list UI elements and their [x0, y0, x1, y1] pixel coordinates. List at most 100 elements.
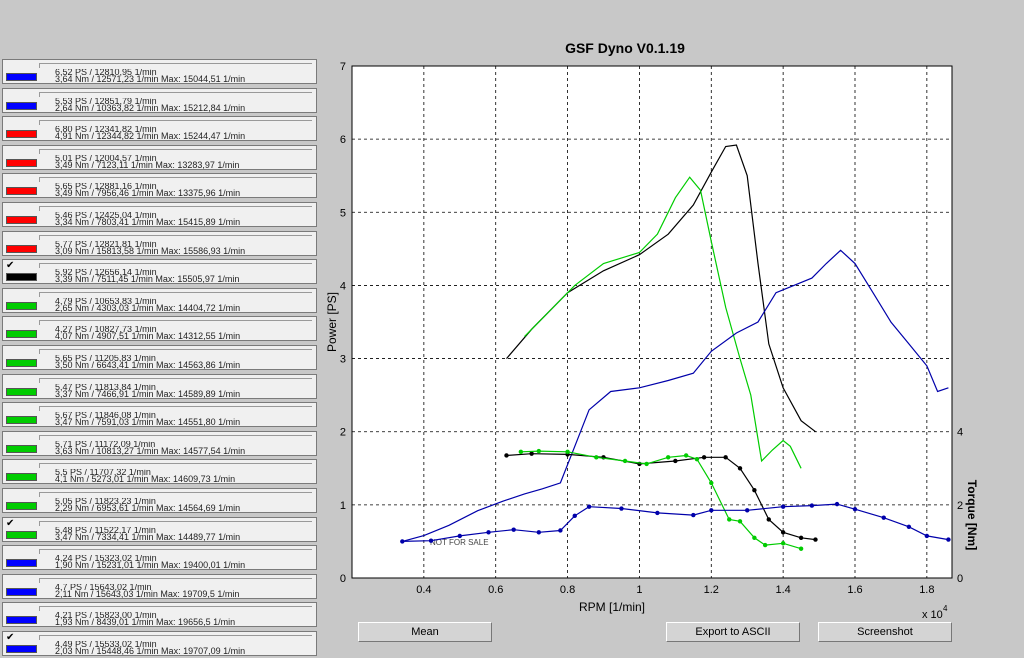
y-tick-label: 3: [340, 354, 346, 366]
run-row[interactable]: 5,67 PS / 11846,08 1/min 3,47 Nm / 7591,0…: [2, 402, 317, 428]
run-color-swatch: [6, 130, 37, 139]
run-summary-text: 5,46 PS / 12425,04 1/min 3,34 Nm / 7803,4…: [55, 212, 313, 227]
torque-data-point: [762, 542, 768, 548]
torque-data-point: [946, 537, 951, 542]
run-row[interactable]: 5,65 PS / 12881,16 1/min 3,49 Nm / 7956,4…: [2, 173, 317, 199]
run-row[interactable]: 4,7 PS / 15643,02 1/min 2,11 Nm / 15643,0…: [2, 573, 317, 599]
run-checkbox[interactable]: [6, 577, 14, 585]
run-power-line: 5,77 PS / 12821,81 1/min: [55, 240, 157, 249]
run-checkbox[interactable]: [6, 348, 14, 356]
run-checkbox[interactable]: [6, 291, 14, 299]
run-torque-line: 3,47 Nm / 7334,41 1/min Max: 14489,77 1/…: [55, 531, 241, 542]
x-tick-label: 1: [636, 584, 642, 596]
export-ascii-button[interactable]: Export to ASCII: [666, 622, 800, 642]
torque-data-point: [619, 506, 624, 511]
run-summary-text: 5,77 PS / 12821,81 1/min 3,09 Nm / 15813,…: [55, 240, 313, 255]
torque-data-point: [594, 455, 599, 460]
run-checkbox[interactable]: ✔: [6, 517, 15, 529]
run-row[interactable]: 4,24 PS / 15323,02 1/min 1,90 Nm / 15231,…: [2, 545, 317, 571]
run-torque-line: 2,29 Nm / 6953,61 1/min Max: 14564,69 1/…: [55, 503, 241, 513]
run-label-field: [39, 320, 312, 326]
run-checkbox[interactable]: [6, 319, 14, 327]
y-right-tick-label: 2: [957, 500, 963, 512]
run-row[interactable]: 6,52 PS / 12810,95 1/min 3,64 Nm / 12571,…: [2, 59, 317, 84]
run-checkbox[interactable]: [6, 148, 14, 156]
run-checkbox[interactable]: [6, 434, 14, 442]
torque-data-point: [486, 530, 491, 535]
run-checkbox[interactable]: [6, 491, 14, 499]
power-series-line: [402, 249, 949, 542]
run-checkbox[interactable]: ✔: [6, 260, 15, 272]
run-checkbox[interactable]: [6, 91, 14, 99]
run-checkbox[interactable]: ✔: [6, 632, 15, 643]
run-checkbox[interactable]: [6, 548, 14, 556]
run-power-line: 4,79 PS / 10653,83 1/min: [55, 297, 157, 306]
run-row[interactable]: 4,21 PS / 15823,00 1/min 1,93 Nm / 8439,0…: [2, 602, 317, 628]
run-row[interactable]: 5,77 PS / 12821,81 1/min 3,09 Nm / 15813,…: [2, 230, 317, 256]
run-row[interactable]: ✔ 5,48 PS / 11522,17 1/min 3,47 Nm / 7334,…: [2, 516, 317, 542]
run-summary-text: 4,49 PS / 15533,02 1/min 2,03 Nm / 15448,…: [55, 641, 313, 655]
x-tick-label: 0.4: [416, 584, 431, 596]
plot-area: [351, 65, 953, 579]
run-color-swatch: [6, 216, 37, 224]
y-tick-label: 0: [340, 573, 346, 585]
run-row[interactable]: 5,5 PS / 11707,32 1/min 4,1 Nm / 5273,01 …: [2, 459, 317, 485]
torque-data-point: [813, 537, 818, 542]
x-tick-label: 1.4: [775, 584, 790, 596]
run-torque-line: 1,93 Nm / 8439,01 1/min Max: 19656,5 1/m…: [55, 617, 236, 628]
run-checkbox[interactable]: [6, 119, 14, 127]
run-torque-line: 3,34 Nm / 7803,41 1/min Max: 15415,89 1/…: [55, 217, 241, 227]
run-row[interactable]: 5,65 PS / 11205,83 1/min 3,50 Nm / 6643,4…: [2, 345, 317, 370]
run-checkbox[interactable]: [6, 234, 14, 242]
torque-series-line: [520, 450, 802, 550]
run-row[interactable]: 5,01 PS / 12004,57 1/min 3,49 Nm / 7123,1…: [2, 144, 317, 170]
run-row[interactable]: 4,79 PS / 10653,83 1/min 2,65 Nm / 4303,0…: [2, 287, 317, 313]
x-tick-label: 0.8: [560, 584, 575, 596]
run-torque-line: 2,11 Nm / 15643,03 1/min Max: 19709,5 1/…: [55, 588, 240, 599]
run-row[interactable]: 5,71 PS / 11172,09 1/min 3,63 Nm / 10813,…: [2, 430, 317, 456]
run-row[interactable]: 5,46 PS / 12425,04 1/min 3,34 Nm / 7803,4…: [2, 202, 317, 227]
run-checkbox[interactable]: [6, 462, 14, 470]
run-color-swatch: [6, 502, 37, 510]
run-summary-text: 5,92 PS / 12656,14 1/min 3,39 Nm / 7511,4…: [55, 269, 313, 283]
run-color-swatch: [6, 359, 37, 367]
run-label-field: [39, 263, 312, 269]
torque-data-point: [637, 461, 642, 467]
run-power-line: 4,49 PS / 15533,02 1/min: [55, 641, 157, 649]
run-color-swatch: [6, 244, 37, 253]
run-summary-text: 5,47 PS / 11813,84 1/min 3,37 Nm / 7466,9…: [55, 383, 313, 398]
torque-data-point: [709, 508, 714, 513]
x-multiplier-label: x 10: [922, 609, 943, 621]
run-color-swatch: [6, 73, 37, 81]
run-row[interactable]: 6,80 PS / 12341,82 1/min 4,91 Nm / 12344,…: [2, 116, 317, 142]
mean-button[interactable]: Mean: [358, 622, 492, 642]
run-row[interactable]: 5,53 PS / 12851,79 1/min 2,64 Nm / 10363,…: [2, 87, 317, 113]
run-power-line: 5,47 PS / 11813,84 1/min: [55, 383, 156, 392]
run-power-line: 6,52 PS / 12810,95 1/min: [55, 69, 157, 77]
run-checkbox[interactable]: [6, 205, 14, 213]
run-label-field: [39, 606, 312, 612]
run-checkbox[interactable]: [6, 405, 14, 413]
run-summary-text: 5,5 PS / 11707,32 1/min 4,1 Nm / 5273,01 …: [55, 469, 313, 483]
run-row[interactable]: 4,27 PS / 10827,73 1/min 4,07 Nm / 4907,5…: [2, 316, 317, 342]
run-color-swatch: [6, 473, 37, 482]
run-power-line: 6,80 PS / 12341,82 1/min: [55, 126, 157, 135]
run-color-swatch: [6, 101, 37, 110]
run-checkbox[interactable]: [6, 605, 14, 613]
run-summary-text: 4,79 PS / 10653,83 1/min 2,65 Nm / 4303,0…: [55, 297, 313, 312]
run-row[interactable]: ✔ 5,92 PS / 12656,14 1/min 3,39 Nm / 7511,…: [2, 259, 317, 285]
run-checkbox[interactable]: [6, 62, 14, 70]
run-row[interactable]: 5,05 PS / 11823,23 1/min 2,29 Nm / 6953,6…: [2, 488, 317, 513]
run-checkbox[interactable]: [6, 176, 14, 184]
y-tick-label: 6: [340, 134, 346, 146]
run-row[interactable]: 5,47 PS / 11813,84 1/min 3,37 Nm / 7466,9…: [2, 373, 317, 399]
run-label-field: [39, 549, 312, 555]
chart-title: GSF Dyno V0.1.19: [565, 40, 685, 56]
torque-data-point: [737, 519, 743, 524]
run-label-field: [39, 234, 312, 240]
torque-data-point: [723, 455, 728, 460]
run-row[interactable]: ✔ 4,49 PS / 15533,02 1/min 2,03 Nm / 15448…: [2, 631, 317, 656]
screenshot-button[interactable]: Screenshot: [818, 622, 952, 642]
run-checkbox[interactable]: [6, 377, 14, 385]
run-label-field: [39, 406, 312, 412]
